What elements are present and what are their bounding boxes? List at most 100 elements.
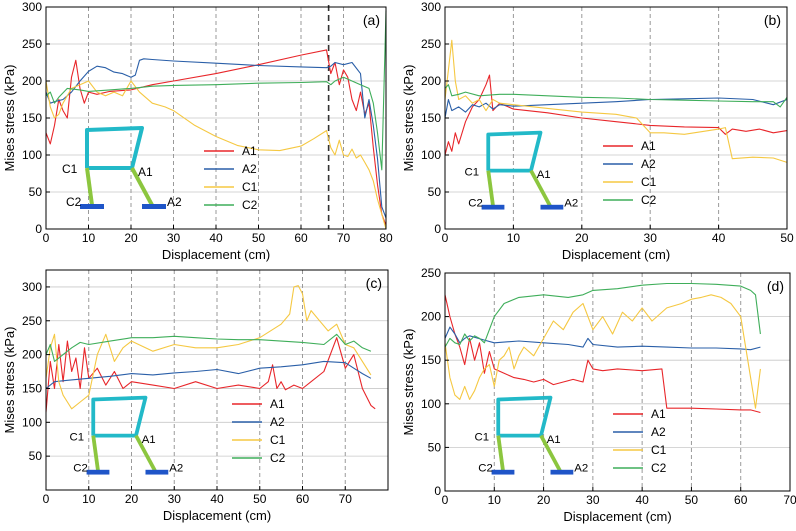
panel-label: (c) xyxy=(366,275,382,291)
frame-label-a2: A2 xyxy=(167,195,182,209)
frame-label-c1: C1 xyxy=(62,162,78,176)
frame-label-c2: C2 xyxy=(73,463,88,475)
frame-upper xyxy=(486,130,543,172)
x-axis-label: Displacement (cm) xyxy=(563,509,671,524)
y-tick-label: 300 xyxy=(22,0,42,14)
y-tick-label: 0 xyxy=(434,484,441,498)
x-tick-label: 80 xyxy=(379,231,393,245)
chart-panel-3: 0 10 20 30 40 50 60 70 50 100 150 200 250 300 Displace… xyxy=(2,269,389,523)
y-tick-label: 200 xyxy=(22,348,42,362)
legend-label-c2: C2 xyxy=(270,451,286,465)
frame-column-left xyxy=(496,435,505,472)
frame-upper xyxy=(85,126,144,169)
legend-label-a1: A1 xyxy=(641,139,656,153)
series-line-a2 xyxy=(45,58,387,219)
y-tick-label: 250 xyxy=(421,266,441,280)
frame-diagram-icon: C1 A1 C2 A2 xyxy=(70,395,183,475)
frame-label-a1: A1 xyxy=(547,434,561,446)
y-tick-label: 300 xyxy=(22,280,42,294)
x-axis-label: Displacement (cm) xyxy=(162,247,270,262)
legend-label-a1: A1 xyxy=(270,397,285,411)
x-tick-label: 70 xyxy=(339,492,353,506)
frame-label-c1: C1 xyxy=(465,166,480,178)
frame-diagram-icon: C1 A1 C2 A2 xyxy=(475,395,588,475)
series-line-c2 xyxy=(45,333,372,362)
x-tick-label: 70 xyxy=(783,493,796,507)
y-tick-label: 50 xyxy=(29,185,43,199)
frame-column-right xyxy=(539,434,562,472)
legend-label-a1: A1 xyxy=(651,407,666,421)
y-tick-label: 50 xyxy=(428,185,442,199)
x-tick-label: 20 xyxy=(575,231,589,245)
series-line-c1 xyxy=(444,294,761,409)
frame-label-a2: A2 xyxy=(574,463,588,475)
frame-upper xyxy=(91,395,148,437)
series-line-c1 xyxy=(45,285,372,410)
legend: A1 A2 C1 C2 xyxy=(232,397,286,465)
legend-label-a1: A1 xyxy=(242,144,257,158)
legend-label-c2: C2 xyxy=(242,198,258,212)
series-line-c2 xyxy=(444,282,761,348)
frame-label-c2: C2 xyxy=(66,195,82,209)
y-tick-label: 100 xyxy=(22,415,42,429)
legend: A1 A2 C1 C2 xyxy=(603,139,657,207)
base-left xyxy=(86,469,110,475)
series-line-c2 xyxy=(444,84,788,108)
y-tick-label: 200 xyxy=(421,310,441,324)
series-line-a2 xyxy=(45,360,372,389)
series-line-a1 xyxy=(45,49,387,226)
y-tick-label: 150 xyxy=(22,381,42,395)
x-tick-label: 10 xyxy=(82,231,96,245)
x-tick-label: 60 xyxy=(294,231,308,245)
frame-label-c2: C2 xyxy=(468,198,483,210)
x-tick-label: 0 xyxy=(43,231,50,245)
frame-label-a1: A1 xyxy=(138,165,153,179)
x-axis-label: Displacement (cm) xyxy=(163,508,271,523)
series-line-a2 xyxy=(444,97,788,119)
chart-panel-1: 0 10 20 30 40 50 60 70 80 0 50 100 150 200 250 300 Displ… xyxy=(2,0,393,262)
frame-column-right xyxy=(134,434,157,472)
legend: A1 A2 C1 C2 xyxy=(613,407,667,475)
x-tick-label: 60 xyxy=(296,492,310,506)
x-tick-label: 70 xyxy=(337,231,351,245)
y-tick-label: 50 xyxy=(29,449,43,463)
plot-frame xyxy=(444,272,791,492)
y-tick-label: 0 xyxy=(434,222,441,236)
y-tick-label: 250 xyxy=(22,37,42,51)
x-tick-label: 10 xyxy=(507,231,521,245)
legend-label-c1: C1 xyxy=(242,180,258,194)
y-tick-label: 100 xyxy=(421,148,441,162)
frame-diagram-icon: C1 A1 C2 A2 xyxy=(465,130,578,210)
x-tick-label: 0 xyxy=(442,493,449,507)
base-right xyxy=(540,204,564,210)
y-axis-label: Mises stress (kPa) xyxy=(2,65,17,172)
series-line-c1 xyxy=(444,39,788,163)
legend-label-c1: C1 xyxy=(270,433,286,447)
chart-panel-4: 0 10 20 30 40 50 60 70 0 50 100 150 200 250 Displaceme… xyxy=(401,266,796,524)
frame-label-a2: A2 xyxy=(169,463,183,475)
frame-label-a1: A1 xyxy=(537,169,551,181)
y-tick-label: 100 xyxy=(421,397,441,411)
y-axis-label: Mises stress (kPa) xyxy=(401,329,416,436)
x-axis-label: Displacement (cm) xyxy=(562,247,670,262)
x-tick-label: 10 xyxy=(82,492,96,506)
x-tick-label: 50 xyxy=(685,493,699,507)
y-tick-label: 200 xyxy=(421,74,441,88)
x-tick-label: 20 xyxy=(125,492,139,506)
y-tick-label: 150 xyxy=(22,111,42,125)
y-tick-label: 250 xyxy=(22,314,42,328)
legend-label-a2: A2 xyxy=(641,157,656,171)
y-tick-label: 150 xyxy=(421,353,441,367)
legend-label-c2: C2 xyxy=(651,461,667,475)
panel-label: (d) xyxy=(767,278,784,294)
x-tick-label: 30 xyxy=(586,493,600,507)
x-tick-label: 30 xyxy=(168,492,182,506)
x-tick-label: 50 xyxy=(253,492,267,506)
series-line-a1 xyxy=(45,337,376,413)
y-tick-label: 200 xyxy=(22,74,42,88)
x-tick-label: 20 xyxy=(537,493,551,507)
x-tick-label: 50 xyxy=(252,231,266,245)
legend-label-a2: A2 xyxy=(270,415,285,429)
frame-label-c1: C1 xyxy=(70,431,85,443)
base-left xyxy=(80,204,104,209)
